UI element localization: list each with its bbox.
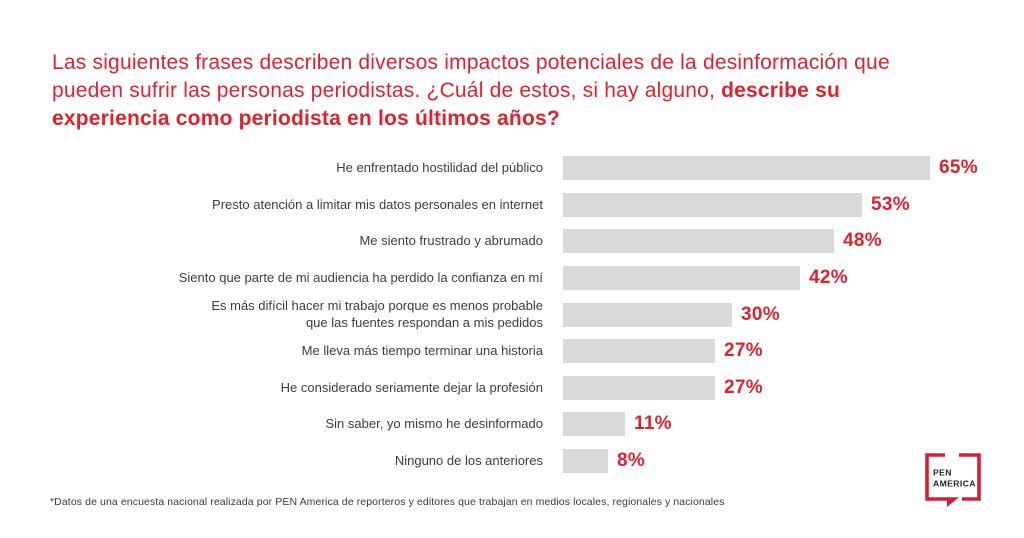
bar-label: He considerado seriamente dejar la profe…	[280, 379, 543, 395]
bar-wrap: 27%	[563, 339, 763, 364]
bar-chart: He enfrentado hostilidad del público 65%…	[0, 150, 1024, 479]
title-bold-text: describe su experiencia como periodista …	[52, 78, 840, 130]
bar-row: Presto atención a limitar mis datos pers…	[0, 187, 1024, 224]
bar-value-label: 42%	[809, 267, 848, 289]
bar-row: Sin saber, yo mismo he desinformado 11%	[0, 406, 1024, 443]
speech-bubble-icon	[925, 453, 981, 501]
bar-label: Es más difícil hacer mi trabajo porque e…	[211, 298, 543, 330]
pen-america-logo: PEN AMERICA	[925, 453, 981, 507]
bar	[563, 412, 625, 437]
bar-value-label: 48%	[843, 230, 882, 252]
bar-row: Siento que parte de mi audiencia ha perd…	[0, 260, 1024, 297]
bar	[563, 339, 715, 364]
bar-label: Me siento frustrado y abrumado	[359, 233, 543, 249]
bar-row: Ninguno de los anteriores 8%	[0, 443, 1024, 480]
bar-wrap: 53%	[563, 192, 910, 217]
bar	[563, 375, 715, 400]
speech-bubble-tail	[947, 497, 959, 507]
bar-row: Me lleva más tiempo terminar una histori…	[0, 333, 1024, 370]
bar-wrap: 48%	[563, 229, 882, 254]
bar-label: Ninguno de los anteriores	[394, 452, 543, 468]
bar-value-label: 27%	[724, 340, 763, 362]
bar-wrap: 11%	[563, 412, 672, 437]
title-regular-text: Las siguientes frases describen diversos…	[52, 51, 890, 102]
bar-value-label: 8%	[617, 450, 646, 472]
bar-label: Sin saber, yo mismo he desinformado	[325, 416, 544, 432]
bar	[563, 229, 834, 254]
bar-wrap: 42%	[563, 266, 848, 291]
bar-row: He enfrentado hostilidad del público 65%	[0, 150, 1024, 187]
bar-wrap: 27%	[563, 375, 763, 400]
bar	[563, 156, 930, 181]
bar-row: Es más difícil hacer mi trabajo porque e…	[0, 296, 1024, 333]
bar-wrap: 65%	[563, 156, 978, 181]
bar	[563, 192, 862, 217]
bar-label: Presto atención a limitar mis datos pers…	[212, 196, 543, 212]
bar-value-label: 53%	[871, 193, 910, 215]
bar-wrap: 8%	[563, 449, 646, 474]
bar-value-label: 11%	[634, 413, 672, 435]
source-footnote: *Datos de una encuesta nacional realizad…	[50, 496, 725, 508]
bar-row: He considerado seriamente dejar la profe…	[0, 370, 1024, 407]
logo-text-america: AMERICA	[933, 479, 976, 489]
bar	[563, 302, 732, 327]
bar	[563, 266, 800, 291]
bar-value-label: 65%	[939, 157, 978, 179]
chart-question-title: Las siguientes frases describen diversos…	[52, 49, 944, 133]
bar-value-label: 30%	[741, 303, 780, 325]
bar-label: He enfrentado hostilidad del público	[336, 160, 543, 176]
bar-label: Siento que parte de mi audiencia ha perd…	[178, 269, 543, 285]
bar-row: Me siento frustrado y abrumado 48%	[0, 223, 1024, 260]
bar-label: Me lleva más tiempo terminar una histori…	[301, 343, 543, 359]
bar-value-label: 27%	[724, 376, 763, 398]
bar-wrap: 30%	[563, 302, 780, 327]
logo-text-pen: PEN	[933, 468, 952, 478]
bar	[563, 449, 608, 474]
